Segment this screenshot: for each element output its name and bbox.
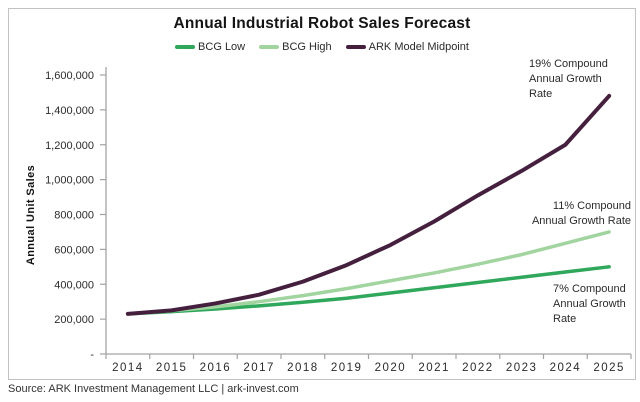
- annotation-line: 19% Compound: [529, 58, 608, 70]
- legend-item-bcg-low: BCG Low: [175, 41, 245, 53]
- y-axis-title: Annual Unit Sales: [25, 165, 37, 265]
- annotation-bcg-high-cagr: 11% Compound Annual Growth Rate: [532, 199, 631, 229]
- legend-item-ark-midpoint: ARK Model Midpoint: [345, 41, 469, 53]
- x-tick-label: 2019: [331, 362, 363, 374]
- annotation-line: 11% Compound: [552, 200, 631, 212]
- x-tick-label: 2017: [243, 362, 275, 374]
- y-tick-label: 1,400,000: [45, 105, 94, 117]
- y-tick-label: 1,000,000: [45, 175, 94, 187]
- x-tick-label: 2014: [112, 362, 144, 374]
- y-tick-label: 1,200,000: [45, 140, 94, 152]
- chart-frame: Annual Industrial Robot Sales Forecast B…: [8, 8, 636, 380]
- legend-item-bcg-high: BCG High: [259, 41, 332, 53]
- x-tick-label: 2024: [550, 362, 582, 374]
- series-line-bcg-low: [126, 265, 611, 316]
- series-line-ark-model-midpoint: [125, 93, 612, 316]
- y-tick-label: -: [90, 349, 94, 361]
- annotation-line: Rate: [529, 88, 553, 100]
- annotation-line: 7% Compound: [553, 283, 626, 295]
- legend-label-ark-midpoint: ARK Model Midpoint: [368, 41, 469, 53]
- annotation-bcg-low-cagr: 7% Compound Annual Growth Rate: [553, 282, 626, 327]
- x-tick-label: 2016: [200, 362, 232, 374]
- x-tick-label: 2022: [462, 362, 494, 374]
- legend-swatch-bcg-high: [259, 45, 280, 49]
- annotation-line: Annual Growth: [553, 298, 626, 310]
- legend-label-bcg-low: BCG Low: [198, 41, 246, 53]
- legend: BCG Low BCG High ARK Model Midpoint: [9, 41, 635, 53]
- x-tick-label: 2020: [375, 362, 407, 374]
- y-tick-label: 200,000: [54, 314, 94, 326]
- x-tick-label: 2021: [418, 362, 450, 374]
- x-tick-label: 2023: [506, 362, 538, 374]
- annotation-line: Annual Growth: [529, 73, 602, 85]
- source-text: Source: ARK Investment Management LLC | …: [8, 383, 299, 395]
- y-tick-label: 400,000: [54, 279, 94, 291]
- y-tick-label: 600,000: [54, 244, 94, 256]
- annotation-line: Rate: [553, 313, 577, 325]
- annotation-ark-cagr: 19% Compound Annual Growth Rate: [529, 57, 608, 102]
- legend-swatch-ark-midpoint: [345, 45, 366, 49]
- plot-svg: - 200,000 400,000 600,000 800,000 1,000,000 1,…: [25, 67, 632, 374]
- y-tick-label: 1,600,000: [45, 70, 94, 82]
- legend-swatch-bcg-low: [175, 45, 196, 49]
- x-tick-label: 2025: [593, 362, 625, 374]
- annotation-line: Annual Growth Rate: [531, 215, 631, 227]
- x-tick-label: 2015: [156, 362, 188, 374]
- chart-title: Annual Industrial Robot Sales Forecast: [173, 15, 471, 32]
- legend-label-bcg-high: BCG High: [282, 41, 332, 53]
- x-tick-label: 2018: [287, 362, 319, 374]
- series-line-bcg-high: [126, 230, 611, 316]
- y-tick-label: 800,000: [54, 210, 94, 222]
